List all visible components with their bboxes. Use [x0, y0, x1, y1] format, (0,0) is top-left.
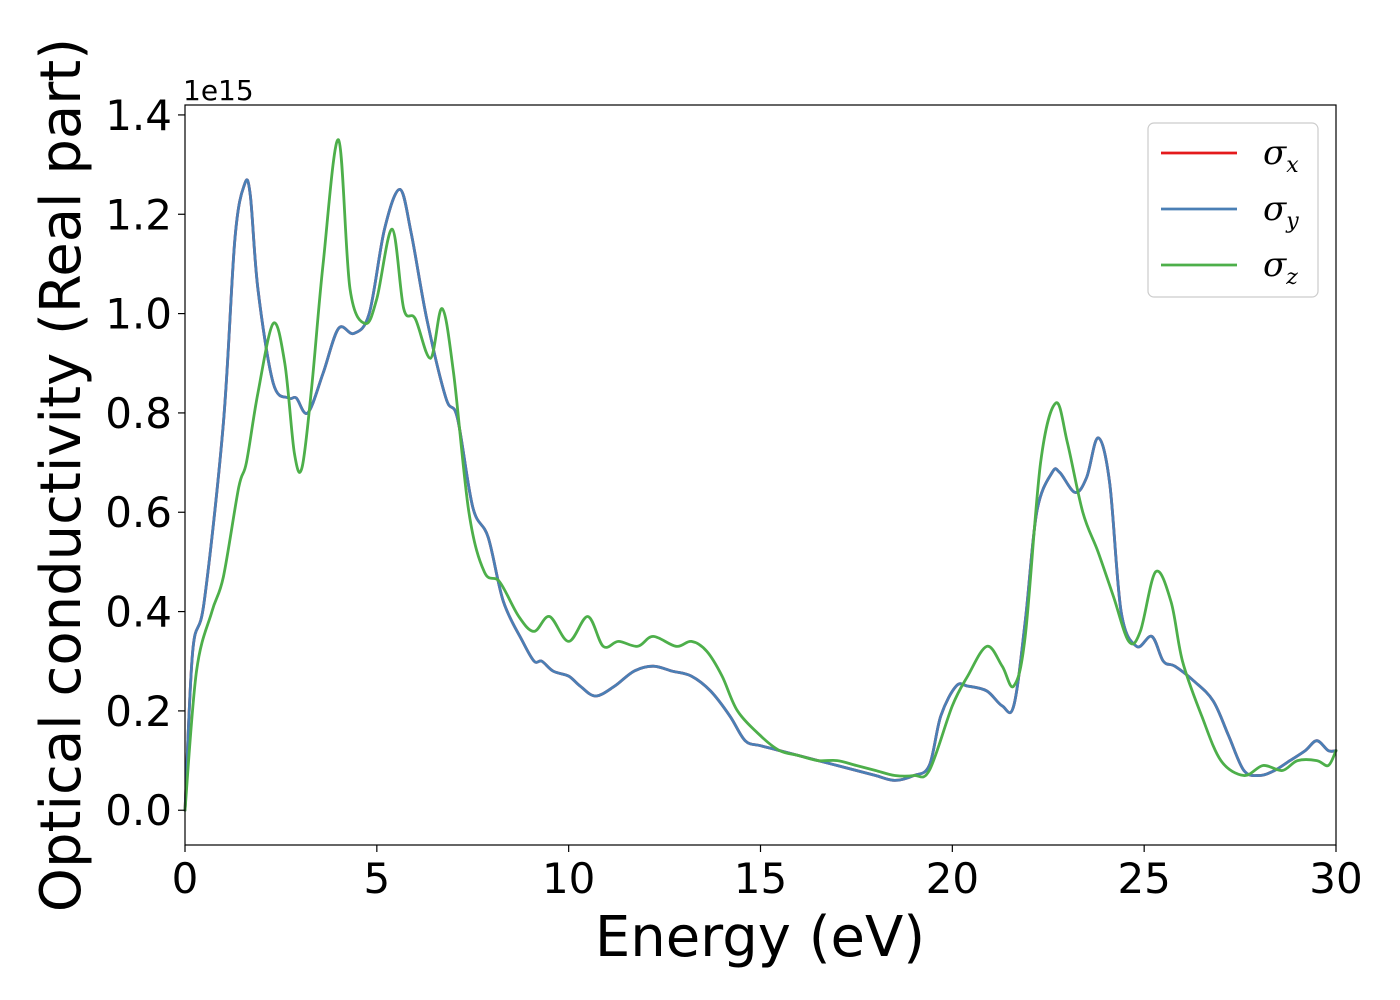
y-tick-label: 0.4: [105, 588, 172, 637]
x-tick-label: 30: [1309, 854, 1362, 903]
y-axis: 0.0 0.2 0.4 0.6 0.8 1.0 1.2 1.4: [105, 91, 185, 835]
series-line-z: [183, 138, 1338, 812]
x-tick-label: 20: [926, 854, 979, 903]
x-axis-label: Energy (eV): [595, 905, 925, 970]
x-tick-label: 15: [734, 854, 787, 903]
y-tick-label: 0.8: [105, 389, 172, 438]
y-tick-label: 0.2: [105, 687, 172, 736]
y-tick-label: 1.0: [105, 290, 172, 339]
y-tick-label: 0.0: [105, 786, 172, 835]
y-offset-label: 1e15: [183, 74, 254, 107]
x-tick-label: 10: [542, 854, 595, 903]
y-axis-label: Optical conductivity (Real part): [29, 38, 94, 912]
x-tick-label: 5: [363, 854, 390, 903]
y-tick-label: 0.6: [105, 488, 172, 537]
plot-lines: [183, 138, 1338, 812]
y-tick-label: 1.2: [105, 190, 172, 239]
series-line-y: [183, 178, 1338, 812]
x-tick-label: 0: [172, 854, 199, 903]
x-tick-label: 25: [1117, 854, 1170, 903]
x-axis: 0 5 10 15 20 25 30: [172, 845, 1363, 903]
y-tick-label: 1.4: [105, 91, 172, 140]
